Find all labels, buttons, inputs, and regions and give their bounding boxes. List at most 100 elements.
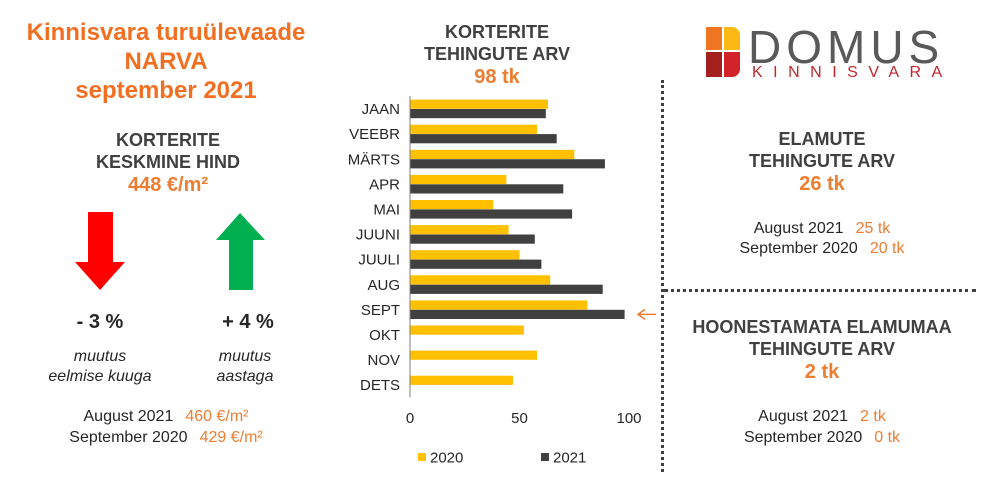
category-label: MAI xyxy=(373,202,400,219)
avg-price-heading-line: KESKMINE HIND xyxy=(95,152,240,172)
comparison-row: August 2021 2 tk xyxy=(672,406,972,427)
legend-label: 2020 xyxy=(430,450,463,467)
arrow-up-shape xyxy=(216,213,265,290)
comparison-value: 20 tk xyxy=(869,240,905,257)
bar-2021-aug xyxy=(410,284,603,294)
bar-2021-veebr xyxy=(410,134,557,144)
comparison-value: 0 tk xyxy=(874,429,901,446)
house-deals-heading-line: ELAMUTE xyxy=(778,129,866,149)
bar-2020-aug xyxy=(410,275,551,285)
bar-2020-mai xyxy=(410,200,494,210)
domus-logo-mark-icon xyxy=(706,27,740,77)
house-deals-heading-line: TEHINGUTE ARV xyxy=(748,151,895,171)
apartment-deals-heading-line: TEHINGUTE ARV xyxy=(423,44,570,64)
price-comparisons: August 2021 460 €/m² September 2020 429 €/… xyxy=(0,406,332,448)
x-tick-label: 100 xyxy=(616,410,641,427)
comparison-row: September 2020 0 tk xyxy=(672,427,972,448)
bar-2020-juuli xyxy=(410,250,520,260)
yearly-change-caption: muutus aastaga xyxy=(175,347,315,387)
monthly-change-caption: muutus eelmise kuuga xyxy=(30,347,170,387)
category-label: VEEBR xyxy=(349,126,400,143)
category-label: APR xyxy=(369,176,400,193)
yearly-change-value: + 4 % xyxy=(222,311,274,333)
land-deals-heading-line: HOONESTAMATA ELAMUMAA xyxy=(692,317,952,337)
comparison-row: August 2021 25 tk xyxy=(672,219,972,239)
arrow-down-icon xyxy=(75,212,125,290)
caption-line: muutus xyxy=(218,348,272,365)
bar-2020-jaan xyxy=(410,99,548,109)
apartment-deals-value: 98 tk xyxy=(474,66,520,88)
bar-2020-nov xyxy=(410,350,537,360)
legend-swatch xyxy=(541,453,549,461)
comparison-label: August 2021 xyxy=(753,220,844,237)
arrow-up-icon xyxy=(216,213,265,290)
bar-2020-juuni xyxy=(410,225,509,235)
report-title: Kinnisvara turuülevaade NARVA september … xyxy=(0,18,332,105)
apartment-deals-panel: KORTERITE TEHINGUTE ARV 98 tk xyxy=(397,21,597,89)
comparison-value: 2 tk xyxy=(860,408,886,425)
bar-2020-marts xyxy=(410,149,575,159)
bar-2021-jaan xyxy=(410,109,546,119)
land-deals-value: 2 tk xyxy=(804,361,840,383)
house-deals-value: 26 tk xyxy=(799,173,845,195)
bar-2021-mai xyxy=(410,209,573,219)
arrow-down-shape xyxy=(75,212,125,290)
bar-2020-sept xyxy=(410,300,588,310)
x-tick-label: 0 xyxy=(406,410,414,427)
apartment-deals-heading-line: KORTERITE xyxy=(444,22,549,42)
comparison-label: September 2020 xyxy=(69,429,188,446)
bar-2020-dets xyxy=(410,375,513,385)
avg-price-panel: KORTERITE KESKMINE HIND 448 €/m² xyxy=(0,129,336,197)
avg-price-heading-line: KORTERITE xyxy=(115,130,220,150)
bar-2021-sept xyxy=(410,309,625,319)
comparison-label: September 2020 xyxy=(739,240,858,257)
land-comparisons: August 2021 2 tk September 2020 0 tk xyxy=(672,406,972,448)
avg-price-value: 448 €/m² xyxy=(127,174,209,196)
report-period: september 2021 xyxy=(75,77,257,104)
caption-line: aastaga xyxy=(216,368,274,385)
logo-block xyxy=(724,27,740,50)
bar-2021-marts xyxy=(410,159,605,169)
arrow-left-icon xyxy=(636,308,656,321)
comparison-label: August 2021 xyxy=(758,408,849,425)
legend-label: 2021 xyxy=(553,450,586,467)
comparison-value: 429 €/m² xyxy=(199,429,263,446)
comparison-row: August 2021 460 €/m² xyxy=(0,406,332,427)
house-deals-panel: ELAMUTE TEHINGUTE ARV 26 tk xyxy=(672,128,972,196)
category-label: MÄRTS xyxy=(348,151,400,168)
bar-2021-juuli xyxy=(410,259,542,269)
x-tick-label: 50 xyxy=(511,410,528,427)
comparison-value: 25 tk xyxy=(855,220,891,237)
category-label: AUG xyxy=(367,277,400,294)
bar-2021-apr xyxy=(410,184,564,194)
legend-swatch xyxy=(418,453,426,461)
logo-wordmark: DOMUS xyxy=(748,21,945,73)
bar-2021-juuni xyxy=(410,234,535,244)
report-title-line: Kinnisvara turuülevaade xyxy=(26,19,306,46)
comparison-label: September 2020 xyxy=(743,429,863,446)
land-deals-heading-line: TEHINGUTE ARV xyxy=(748,339,895,359)
category-label: JAAN xyxy=(362,101,400,118)
bar-2020-apr xyxy=(410,174,507,185)
horizontal-divider xyxy=(664,289,976,292)
comparison-value: 460 €/m² xyxy=(185,408,249,425)
monthly-deals-bar-chart: JAAN VEEBR MÄRTS APR MAI JUUNI JUULI AUG SEPT OKT… xyxy=(348,96,656,467)
house-comparisons: August 2021 25 tk September 2020 20 tk xyxy=(672,219,972,259)
category-label: JUUNI xyxy=(356,227,400,244)
land-deals-panel: HOONESTAMATA ELAMUMAA TEHINGUTE ARV 2 tk xyxy=(672,316,972,384)
category-label: NOV xyxy=(367,352,400,369)
bar-2020-veebr xyxy=(410,124,537,134)
category-label: JUULI xyxy=(358,252,400,269)
category-label: OKT xyxy=(369,327,400,344)
monthly-change-value: - 3 % xyxy=(76,311,124,333)
vertical-divider xyxy=(661,80,664,472)
comparison-row: September 2020 429 €/m² xyxy=(0,427,332,448)
logo-tagline: KINNISVARA xyxy=(752,64,953,81)
category-label: DETS xyxy=(360,377,400,394)
caption-line: muutus xyxy=(73,348,127,365)
logo-block xyxy=(706,52,722,77)
comparison-label: August 2021 xyxy=(83,408,174,425)
category-label: SEPT xyxy=(361,302,400,319)
logo-block xyxy=(724,52,740,77)
bar-2020-okt xyxy=(410,325,524,335)
